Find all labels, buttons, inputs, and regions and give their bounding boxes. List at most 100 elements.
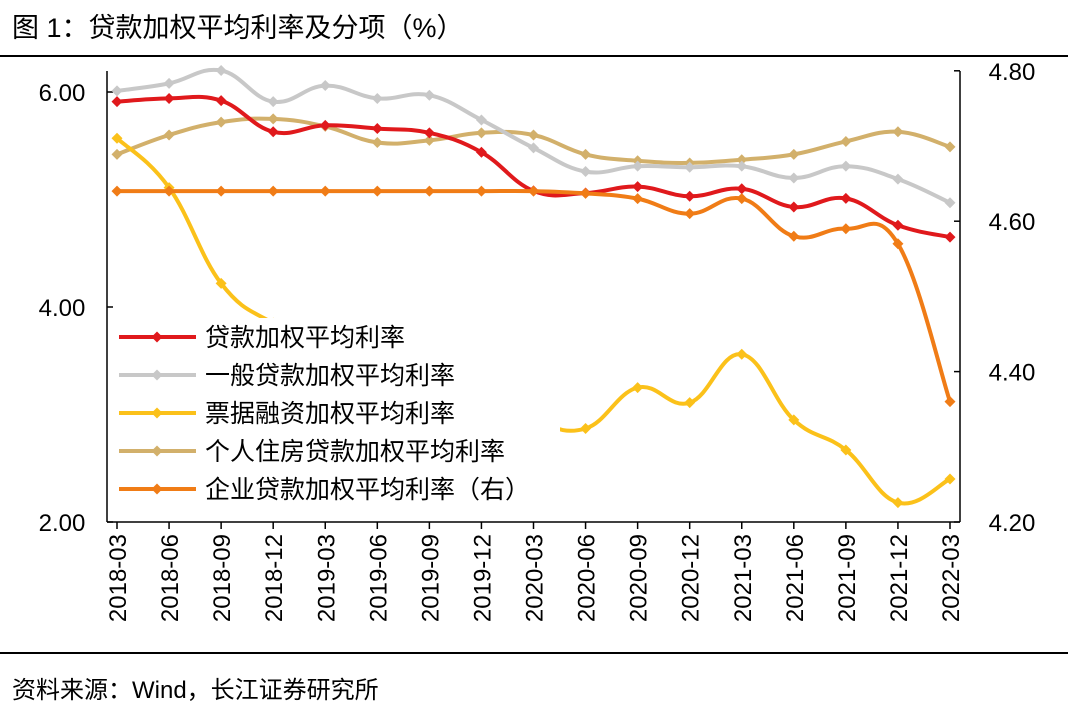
x-tick-label: 2021-03 <box>730 534 757 622</box>
x-tick-label: 2021-12 <box>886 534 913 622</box>
data-point <box>840 223 852 235</box>
data-point <box>788 172 800 184</box>
right-tick-label: 4.60 <box>989 209 1036 236</box>
data-point <box>944 231 956 243</box>
series-general-loan-rate <box>111 65 956 209</box>
x-tick-label: 2020-09 <box>626 534 653 622</box>
data-point <box>788 230 800 242</box>
data-point <box>892 238 904 250</box>
left-tick-label: 2.00 <box>39 510 86 537</box>
data-point <box>475 185 487 197</box>
data-point <box>319 80 331 92</box>
data-point <box>632 181 644 193</box>
data-point <box>111 148 123 160</box>
legend-background <box>112 318 560 518</box>
data-point <box>840 444 852 456</box>
bottom-rule <box>0 652 1068 654</box>
data-point <box>163 92 175 104</box>
x-tick-label: 2018-12 <box>261 534 288 622</box>
data-point <box>840 135 852 147</box>
legend-swatch-marker <box>151 445 163 457</box>
series-mortgage-rate-line <box>115 116 952 165</box>
data-point <box>267 96 279 108</box>
data-point <box>215 65 227 76</box>
data-point <box>215 185 227 197</box>
data-point <box>840 160 852 172</box>
data-point <box>215 95 227 107</box>
data-point <box>371 123 383 135</box>
data-point <box>267 126 279 138</box>
data-point <box>528 129 539 141</box>
data-point <box>944 473 956 485</box>
data-point <box>892 219 904 231</box>
right-tick-label: 4.20 <box>989 510 1036 537</box>
x-tick-label: 2021-09 <box>834 534 861 622</box>
data-point <box>736 193 748 205</box>
legend-swatch-marker <box>151 331 163 343</box>
left-tick-label: 4.00 <box>39 295 86 322</box>
data-point <box>788 148 800 160</box>
data-point <box>892 497 904 509</box>
data-point <box>371 185 383 197</box>
data-point <box>580 187 592 199</box>
top-rule <box>0 55 1068 57</box>
data-point <box>319 185 331 197</box>
data-point <box>111 132 123 144</box>
data-point <box>111 185 123 197</box>
series-corporate-loan-rate <box>111 185 956 408</box>
data-point <box>215 277 227 289</box>
data-point <box>267 113 279 125</box>
legend-item-label: 贷款加权平均利率 <box>205 324 405 352</box>
x-tick-label: 2020-03 <box>522 534 549 622</box>
x-tick-label: 2018-09 <box>209 534 236 622</box>
data-point <box>423 134 435 146</box>
data-point <box>528 185 539 197</box>
data-point <box>163 77 175 89</box>
series-mortgage-rate <box>111 113 956 169</box>
data-point <box>944 141 956 153</box>
x-tick-label: 2019-06 <box>365 534 392 622</box>
legend-item-label: 票据融资加权平均利率 <box>205 400 455 428</box>
chart-title: 图 1：贷款加权平均利率及分项（%） <box>12 13 464 43</box>
data-point <box>423 185 435 197</box>
data-point <box>736 183 748 195</box>
x-tick-label: 2019-03 <box>313 534 340 622</box>
data-point <box>736 154 748 166</box>
data-point <box>944 197 956 209</box>
data-point <box>423 89 435 101</box>
data-point <box>580 148 592 160</box>
data-point <box>788 201 800 213</box>
data-point <box>319 119 331 131</box>
data-point <box>892 126 904 138</box>
legend-item-label: 个人住房贷款加权平均利率 <box>205 438 505 466</box>
x-tick-label: 2020-12 <box>678 534 705 622</box>
x-tick-label: 2022-03 <box>938 534 965 622</box>
x-tick-label: 2018-03 <box>105 534 132 622</box>
data-point <box>371 92 383 104</box>
data-point <box>684 190 696 202</box>
x-tick-label: 2019-09 <box>417 534 444 622</box>
x-tick-label: 2021-06 <box>782 534 809 622</box>
legend-swatch-marker <box>151 369 163 381</box>
data-point <box>632 382 644 394</box>
legend-swatch-marker <box>151 407 163 419</box>
x-tick-label: 2019-12 <box>469 534 496 622</box>
data-point <box>736 348 748 360</box>
data-point <box>840 192 852 204</box>
data-point <box>111 96 123 108</box>
legend-item-label: 企业贷款加权平均利率（右） <box>205 476 530 504</box>
data-point <box>528 142 539 154</box>
data-point <box>371 137 383 149</box>
data-point <box>684 161 696 173</box>
legend-item-label: 一般贷款加权平均利率 <box>205 362 455 390</box>
right-tick-label: 4.80 <box>989 59 1036 86</box>
source-note: 资料来源：Wind，长江证券研究所 <box>12 677 379 704</box>
data-point <box>684 397 696 409</box>
data-point <box>944 396 956 408</box>
data-point <box>267 185 279 197</box>
data-point <box>111 85 123 97</box>
data-point <box>475 127 487 139</box>
right-tick-label: 4.40 <box>989 360 1036 387</box>
data-point <box>475 114 487 126</box>
